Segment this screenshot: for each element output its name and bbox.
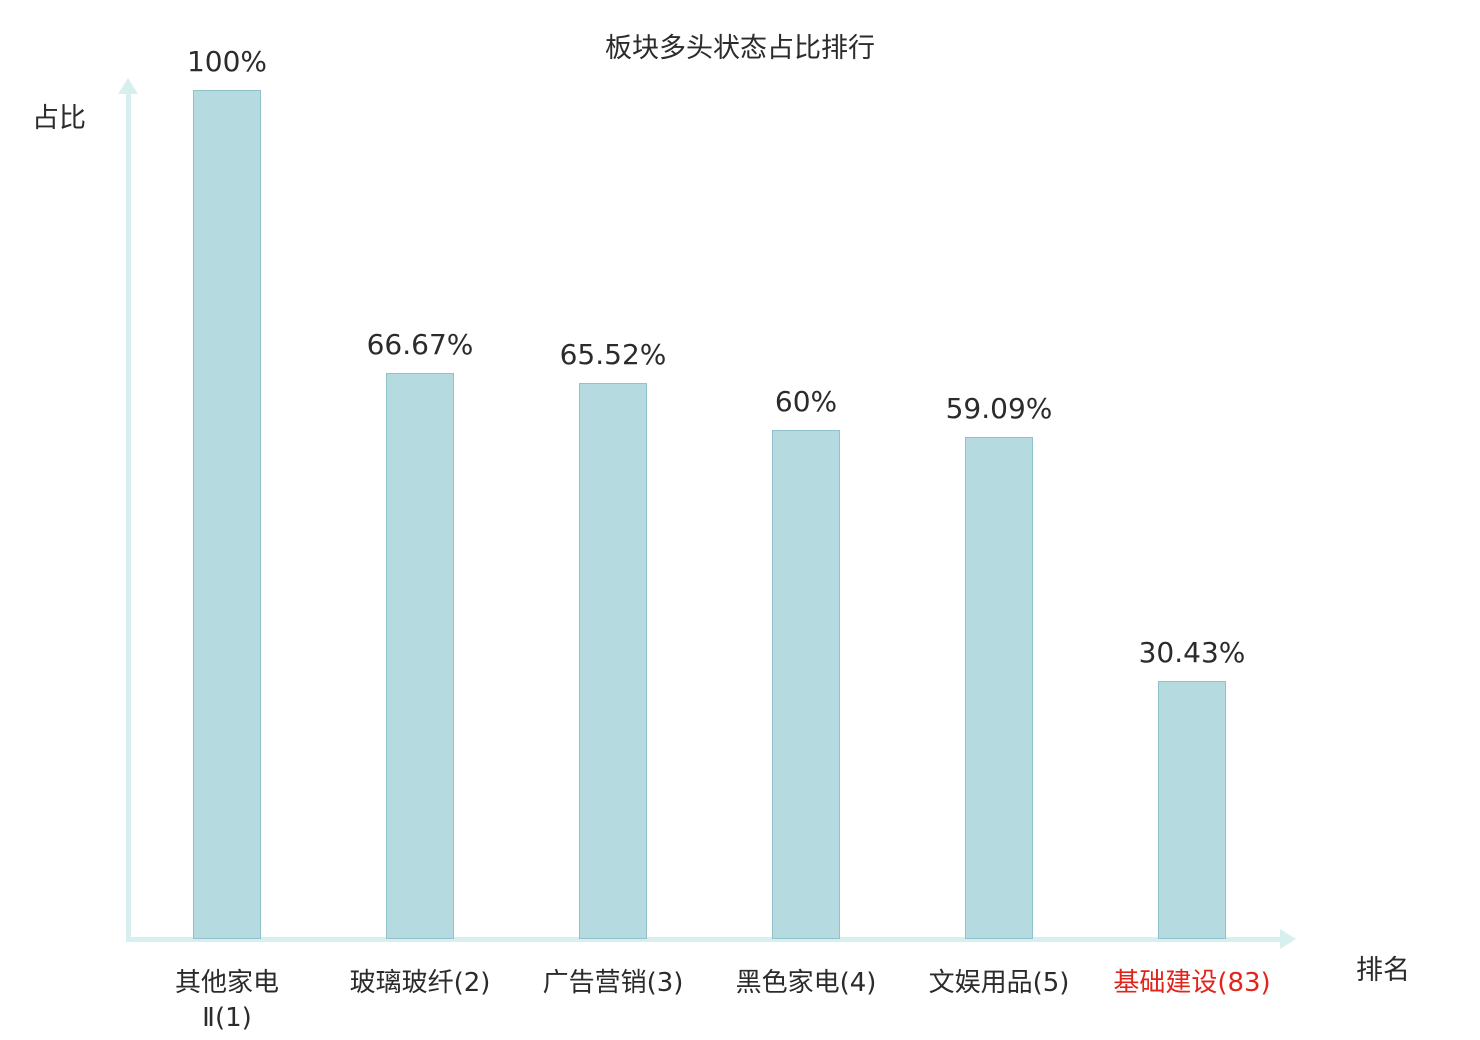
bar-category-label: 黑色家电(4) (735, 968, 877, 998)
bar-value-label: 66.67% (366, 328, 474, 361)
y-axis-arrow-icon (118, 78, 138, 94)
bar-value-label: 60% (774, 385, 838, 418)
bar-value-label: 30.43% (1138, 636, 1246, 669)
bar-category-label: 玻璃玻纤(2) (349, 968, 491, 998)
x-axis-arrow-icon (1280, 929, 1296, 949)
bar (386, 373, 454, 939)
bar-category-label: 其他家电 Ⅱ(1) (174, 968, 279, 1034)
bar-category-label: 广告营销(3) (542, 968, 684, 998)
x-axis-label: 排名 (1356, 955, 1410, 986)
bar (772, 430, 840, 939)
bar (1158, 681, 1226, 939)
bar-category-label: 基础建设(83) (1113, 968, 1271, 998)
bar-value-label: 59.09% (945, 392, 1053, 425)
bar-value-label: 100% (186, 45, 268, 78)
bar-category-label: 文娱用品(5) (928, 968, 1070, 998)
chart-title: 板块多头状态占比排行 (605, 33, 875, 64)
bar (965, 437, 1033, 939)
bar (579, 383, 647, 939)
y-axis-line (126, 92, 131, 942)
bar-value-label: 65.52% (559, 338, 667, 371)
y-axis-label: 占比 (32, 103, 86, 134)
bar (193, 90, 261, 939)
x-axis-line (126, 937, 1282, 942)
